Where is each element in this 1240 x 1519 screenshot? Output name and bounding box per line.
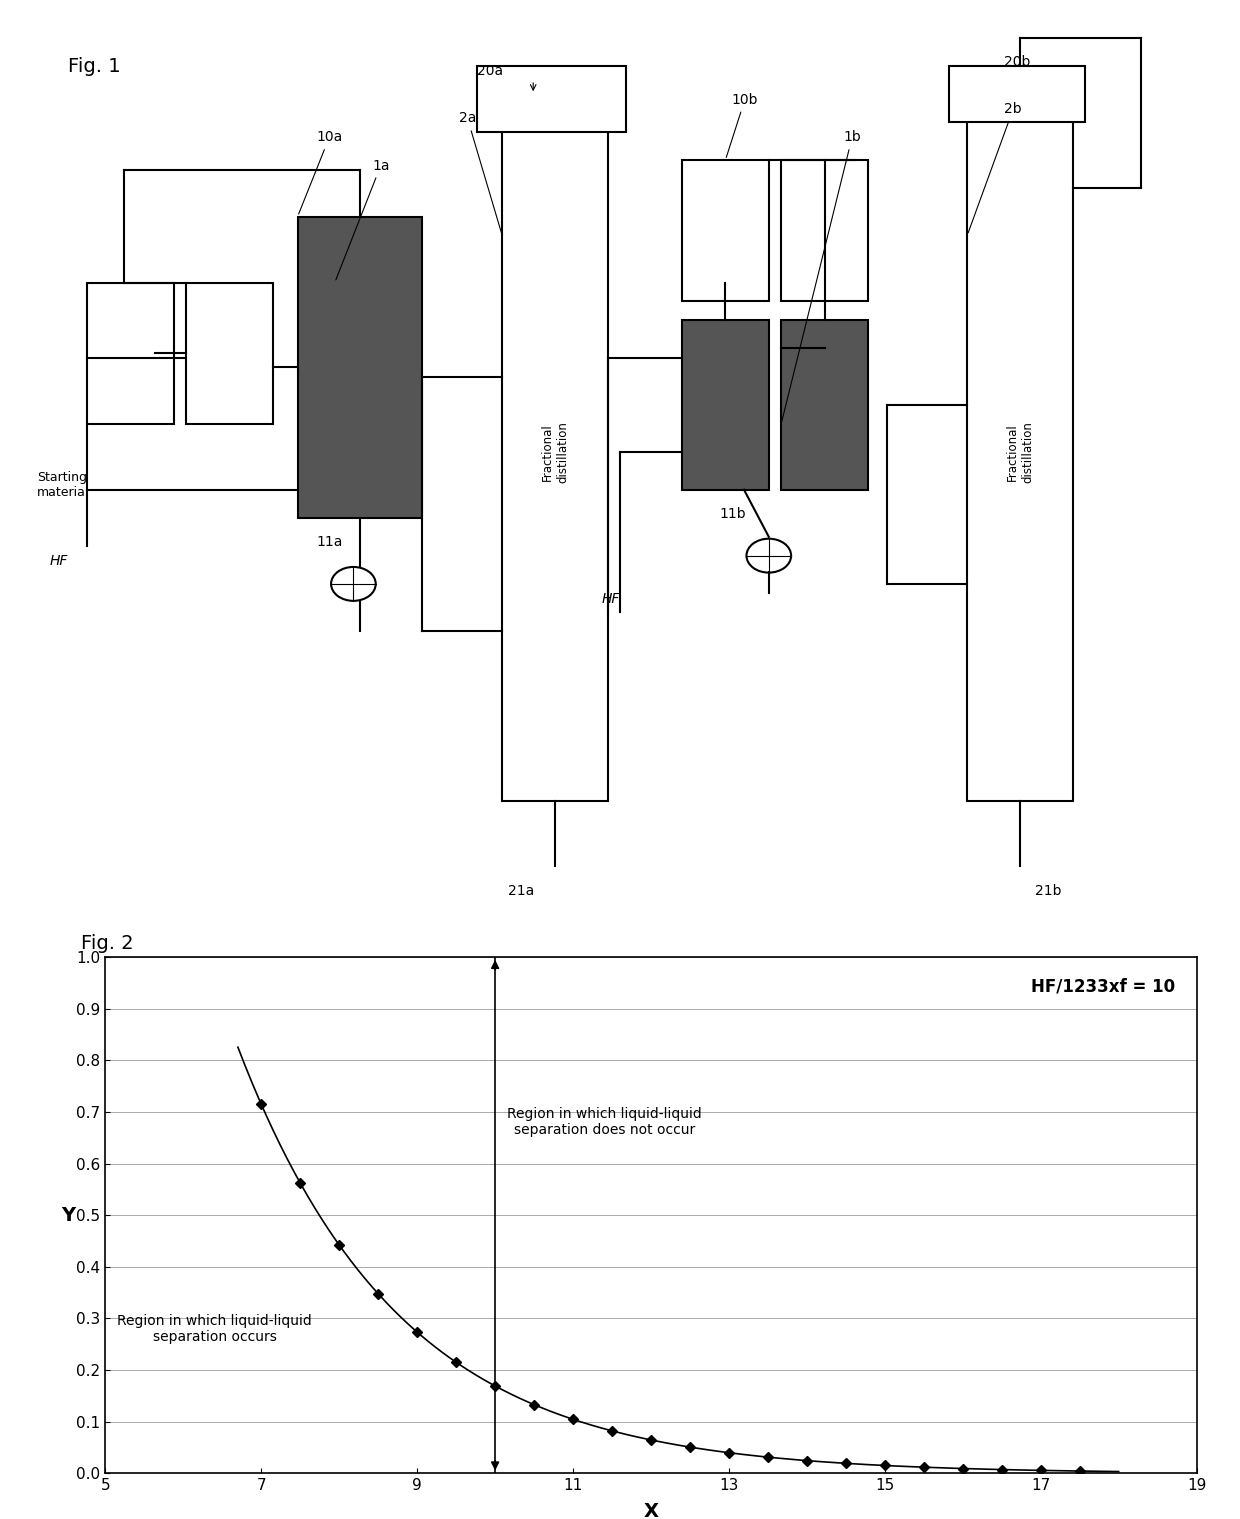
- FancyBboxPatch shape: [967, 94, 1073, 801]
- Text: 1b: 1b: [782, 131, 861, 421]
- Text: 21b: 21b: [1035, 884, 1061, 898]
- Y-axis label: Y: Y: [61, 1206, 74, 1224]
- X-axis label: X: X: [644, 1502, 658, 1519]
- Text: Region in which liquid-liquid
separation does not occur: Region in which liquid-liquid separation…: [507, 1107, 702, 1138]
- Text: HF: HF: [50, 554, 68, 568]
- Text: 2a: 2a: [459, 111, 501, 232]
- FancyBboxPatch shape: [477, 65, 626, 132]
- Text: 20b: 20b: [1004, 55, 1030, 68]
- FancyBboxPatch shape: [781, 321, 868, 489]
- FancyBboxPatch shape: [298, 217, 422, 518]
- Text: Fig. 1: Fig. 1: [68, 56, 120, 76]
- Text: 10a: 10a: [299, 131, 342, 214]
- Text: 1a: 1a: [336, 158, 389, 279]
- Text: 11a: 11a: [316, 535, 342, 550]
- FancyBboxPatch shape: [949, 65, 1085, 123]
- Text: 2b: 2b: [968, 102, 1022, 232]
- Text: 10b: 10b: [727, 93, 758, 158]
- FancyBboxPatch shape: [186, 283, 273, 424]
- FancyBboxPatch shape: [682, 159, 769, 301]
- FancyBboxPatch shape: [87, 283, 174, 424]
- Text: Fig. 2: Fig. 2: [81, 934, 133, 954]
- Text: HF/1233xf = 10: HF/1233xf = 10: [1030, 978, 1174, 995]
- FancyBboxPatch shape: [682, 321, 769, 489]
- Text: 20a: 20a: [477, 64, 503, 79]
- Text: Fractional
distillation: Fractional distillation: [1006, 421, 1034, 483]
- Text: Fractional
distillation: Fractional distillation: [541, 421, 569, 483]
- Text: Starting
material: Starting material: [37, 471, 89, 498]
- Text: Region in which liquid-liquid
separation occurs: Region in which liquid-liquid separation…: [117, 1314, 311, 1344]
- FancyBboxPatch shape: [502, 94, 608, 801]
- Text: HF: HF: [601, 592, 620, 606]
- Text: 11b: 11b: [719, 507, 745, 521]
- FancyBboxPatch shape: [781, 159, 868, 301]
- Text: 21a: 21a: [508, 884, 534, 898]
